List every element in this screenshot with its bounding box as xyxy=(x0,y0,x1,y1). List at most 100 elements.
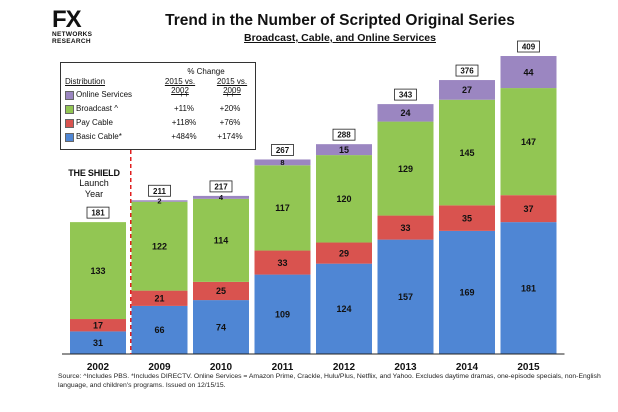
legend-distribution-label: Distribution xyxy=(65,77,106,86)
bar-segment xyxy=(131,200,188,202)
legend-table: % Change Distribution 2015 vs. 2002 2015… xyxy=(60,62,256,150)
bar-segment xyxy=(500,222,557,354)
total-label: 343 xyxy=(399,91,413,100)
bar-segment xyxy=(70,319,126,332)
legend-row: Broadcast ^ +11% +20% xyxy=(65,103,251,115)
data-label: 114 xyxy=(214,236,229,246)
x-tick-label: 2014 xyxy=(456,362,479,373)
legend-value: ++ xyxy=(179,90,189,99)
legend-value: +11% xyxy=(173,104,195,113)
chart-title: Trend in the Number of Scripted Original… xyxy=(165,12,515,29)
bar-segment xyxy=(377,239,434,354)
data-label: 37 xyxy=(523,204,533,214)
data-label: 122 xyxy=(152,241,167,251)
legend-header: % Change xyxy=(187,67,225,76)
data-label: 35 xyxy=(462,213,472,223)
x-tick-label: 2002 xyxy=(87,362,110,373)
data-label: 124 xyxy=(336,304,351,314)
bar-segment xyxy=(500,88,557,196)
total-label: 217 xyxy=(214,182,228,191)
data-label: 145 xyxy=(459,148,474,158)
legend-swatch xyxy=(65,119,74,128)
x-tick-label: 2011 xyxy=(272,362,294,373)
fx-logo: FX NETWORKS RESEARCH xyxy=(52,8,96,45)
total-label: 267 xyxy=(276,146,290,155)
data-label: 8 xyxy=(280,158,284,167)
bar-segment xyxy=(131,305,188,354)
bar-segment xyxy=(254,159,311,166)
legend-label: Online Services xyxy=(76,90,133,99)
x-tick-label: 2010 xyxy=(210,362,233,373)
bar-segment xyxy=(439,80,495,100)
bar-segment xyxy=(316,155,372,243)
footnote: Source: ^Includes PBS. *Includes DIRECTV… xyxy=(58,373,601,390)
total-box xyxy=(455,64,479,77)
annotation-text: Launch xyxy=(79,178,109,189)
legend-row: Pay Cable +118% +76% xyxy=(65,117,251,129)
x-tick-label: 2012 xyxy=(333,362,356,373)
data-label: 147 xyxy=(521,137,536,147)
logo-subtext: RESEARCH xyxy=(52,37,91,45)
launch-annotation: THE SHIELD Launch Year xyxy=(62,168,126,199)
bar-segment xyxy=(193,300,249,354)
bar-segment xyxy=(316,263,372,354)
bar-segment xyxy=(254,274,311,354)
annotation-text: Year xyxy=(84,188,104,199)
legend-label: Basic Cable* xyxy=(76,132,122,141)
x-tick-label: 2013 xyxy=(394,362,417,373)
x-tick-label: 2015 xyxy=(517,362,540,373)
data-label: 44 xyxy=(523,67,533,77)
legend-col1-header: 2015 vs. 2002 xyxy=(164,77,196,95)
data-label: 33 xyxy=(400,223,410,233)
total-box xyxy=(394,88,417,101)
bar-segment xyxy=(193,198,249,282)
data-label: 15 xyxy=(339,145,349,155)
data-label: 24 xyxy=(400,108,410,118)
data-label: 27 xyxy=(462,85,472,95)
data-label: 2 xyxy=(157,197,161,206)
data-label: 21 xyxy=(154,294,164,304)
bar-segment xyxy=(70,222,126,320)
bar-segment xyxy=(377,215,434,240)
data-label: 117 xyxy=(275,203,290,213)
annotation-title: THE SHIELD xyxy=(68,168,120,178)
total-box xyxy=(209,180,233,193)
bar-segment xyxy=(439,99,495,206)
bar-segment xyxy=(377,121,434,216)
total-box xyxy=(332,128,356,141)
x-tick-label: 2009 xyxy=(148,362,171,373)
bar-segment xyxy=(439,230,495,354)
bar-segment xyxy=(377,104,434,122)
total-box xyxy=(86,206,110,219)
data-label: 133 xyxy=(90,266,105,276)
data-label: 169 xyxy=(459,288,474,298)
legend-value: +76% xyxy=(219,118,241,127)
bar-segment xyxy=(254,250,311,275)
bar-segment xyxy=(500,56,557,89)
total-label: 211 xyxy=(153,187,166,196)
data-label: 120 xyxy=(336,194,351,204)
total-label: 288 xyxy=(337,131,351,140)
data-label: 181 xyxy=(521,283,536,293)
bar-segment xyxy=(131,201,188,291)
data-label: 4 xyxy=(219,193,224,202)
bar-segment xyxy=(254,165,311,251)
legend-swatch xyxy=(65,91,74,100)
data-label: 109 xyxy=(275,310,290,320)
legend-value: +174% xyxy=(217,132,243,141)
legend-col2-header: 2015 vs. 2009 xyxy=(216,77,248,95)
data-label: 129 xyxy=(398,164,413,174)
total-label: 376 xyxy=(460,67,474,76)
logo-subtext: NETWORKS xyxy=(52,31,93,38)
total-box xyxy=(271,144,294,156)
legend-value: +20% xyxy=(219,104,241,113)
bar-segment xyxy=(316,242,372,264)
data-label: 157 xyxy=(398,292,413,302)
data-label: 74 xyxy=(216,322,226,332)
legend-value: +484% xyxy=(171,132,197,141)
bar-segment xyxy=(439,205,495,231)
legend-label: Pay Cable xyxy=(76,118,113,127)
legend-row: Online Services ++ ++ xyxy=(65,89,251,101)
data-label: 31 xyxy=(93,338,103,348)
